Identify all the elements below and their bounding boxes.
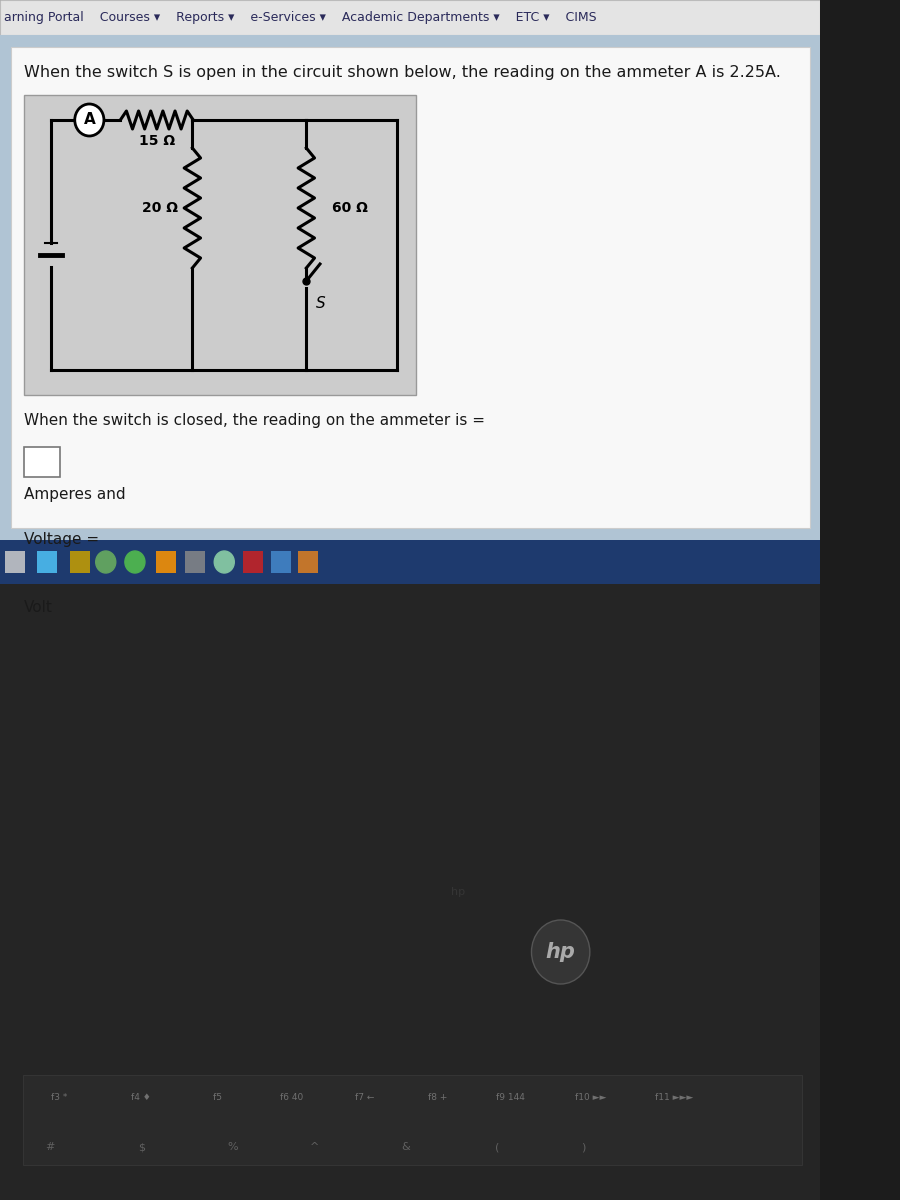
Bar xyxy=(0,540,821,584)
Bar xyxy=(23,446,60,476)
Circle shape xyxy=(125,551,145,572)
Circle shape xyxy=(532,920,590,984)
Circle shape xyxy=(95,551,116,572)
Bar xyxy=(0,584,821,1200)
Text: f6 40: f6 40 xyxy=(280,1092,303,1102)
Bar xyxy=(271,551,291,572)
Text: 60 Ω: 60 Ω xyxy=(332,200,368,215)
Text: arning Portal    Courses ▾    Reports ▾    e-Services ▾    Academic Departments : arning Portal Courses ▾ Reports ▾ e-Serv… xyxy=(4,11,597,24)
Bar xyxy=(22,1075,802,1165)
Bar xyxy=(70,551,90,572)
Text: f8 +: f8 + xyxy=(428,1092,447,1102)
Text: f5: f5 xyxy=(213,1092,225,1102)
Text: 15 Ω: 15 Ω xyxy=(139,134,175,148)
Text: Amperes and: Amperes and xyxy=(23,487,125,502)
Text: hp: hp xyxy=(451,887,465,898)
Text: %: % xyxy=(227,1142,238,1152)
Bar xyxy=(4,551,24,572)
Text: A: A xyxy=(84,113,95,127)
Text: S: S xyxy=(315,296,325,311)
Text: Voltage =: Voltage = xyxy=(23,532,99,547)
Text: f10 ►►: f10 ►► xyxy=(575,1092,607,1102)
Text: ^: ^ xyxy=(310,1142,320,1152)
Text: f3 *: f3 * xyxy=(51,1092,68,1102)
Text: f9 144: f9 144 xyxy=(496,1092,525,1102)
Text: &: & xyxy=(401,1142,410,1152)
Text: When the switch is closed, the reading on the ammeter is =: When the switch is closed, the reading o… xyxy=(23,413,485,428)
Text: When the switch S is open in the circuit shown below, the reading on the ammeter: When the switch S is open in the circuit… xyxy=(23,65,780,80)
Text: 20 Ω: 20 Ω xyxy=(142,200,178,215)
Bar xyxy=(11,47,809,528)
Bar xyxy=(243,551,264,572)
Bar xyxy=(23,560,60,590)
Bar xyxy=(23,95,416,395)
Text: $: $ xyxy=(138,1142,145,1152)
Bar xyxy=(185,551,205,572)
Bar xyxy=(0,0,821,35)
Text: (: ( xyxy=(495,1142,499,1152)
Text: f7 ←: f7 ← xyxy=(355,1092,374,1102)
Circle shape xyxy=(75,104,104,136)
Text: f4 ♦: f4 ♦ xyxy=(131,1092,151,1102)
Text: hp: hp xyxy=(545,942,576,962)
Text: #: # xyxy=(46,1142,55,1152)
Text: ): ) xyxy=(581,1142,586,1152)
Text: f11 ►►►: f11 ►►► xyxy=(655,1092,694,1102)
Circle shape xyxy=(214,551,234,572)
Text: Volt: Volt xyxy=(23,600,52,614)
Bar xyxy=(298,551,319,572)
Bar xyxy=(0,35,821,540)
Bar xyxy=(156,551,176,572)
Bar xyxy=(38,551,58,572)
